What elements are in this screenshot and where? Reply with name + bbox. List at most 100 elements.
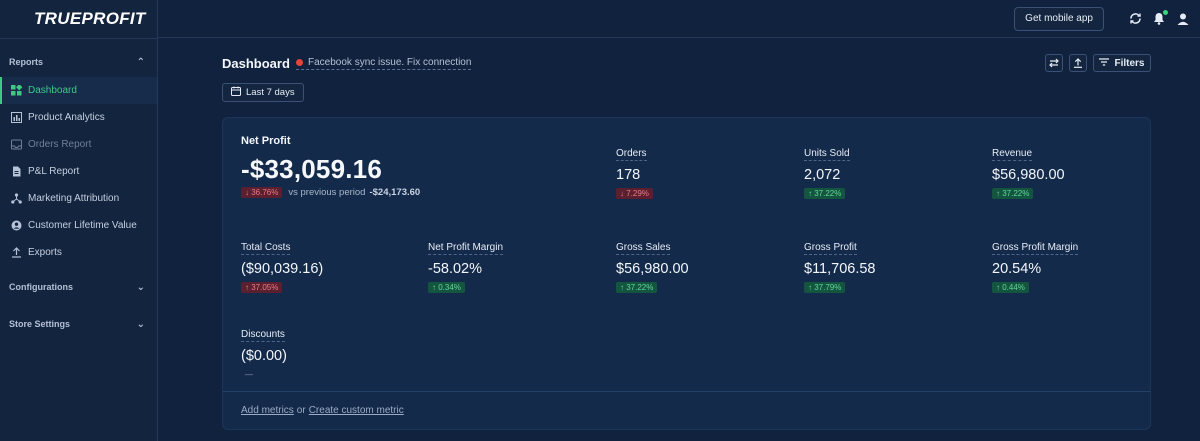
chevron-up-icon: ⌃ bbox=[136, 56, 145, 68]
calendar-icon bbox=[231, 86, 241, 99]
metric-discounts[interactable]: Discounts ($0.00) — bbox=[241, 324, 287, 382]
sidebar-item-label: Dashboard bbox=[28, 85, 77, 96]
metric-total-costs[interactable]: Total Costs ($90,039.16) ↑ 37.05% bbox=[241, 237, 323, 295]
metric-value: 178 bbox=[616, 167, 641, 183]
card-footer: Add metrics or Create custom metric bbox=[223, 391, 1150, 429]
sidebar-item-label: Exports bbox=[28, 247, 62, 258]
filters-button[interactable]: Filters bbox=[1093, 54, 1151, 72]
sidebar-item-label: P&L Report bbox=[28, 166, 80, 177]
sidebar-item-orders-report[interactable]: Orders Report bbox=[0, 131, 157, 158]
compare-text: vs previous period bbox=[288, 187, 366, 198]
change-badge: ↑ 37.22% bbox=[804, 188, 846, 199]
metric-label: Discounts bbox=[241, 329, 285, 342]
metric-value: $11,706.58 bbox=[804, 261, 876, 277]
swap-arrows-icon bbox=[1049, 58, 1059, 68]
bar-chart-icon bbox=[10, 112, 22, 124]
sidebar-item-label: Customer Lifetime Value bbox=[28, 220, 137, 231]
net-profit-comparison: ↓ 36.76% vs previous period -$24,173.60 bbox=[241, 187, 420, 198]
sidebar-item-label: Orders Report bbox=[28, 139, 92, 150]
sidebar-item-dashboard[interactable]: Dashboard bbox=[0, 77, 157, 104]
sidebar-item-customer-lifetime-value[interactable]: Customer Lifetime Value bbox=[0, 212, 157, 239]
previous-value: -$24,173.60 bbox=[369, 187, 421, 198]
sidebar-item-pl-report[interactable]: P&L Report bbox=[0, 158, 157, 185]
bell-icon[interactable] bbox=[1152, 9, 1168, 26]
inbox-icon bbox=[10, 139, 22, 151]
create-custom-metric-link[interactable]: Create custom metric bbox=[308, 405, 404, 416]
sidebar-item-exports[interactable]: Exports bbox=[0, 239, 157, 266]
metric-orders[interactable]: Orders 178 ↓ 7.29% bbox=[616, 143, 653, 201]
get-mobile-app-button[interactable]: Get mobile app bbox=[1014, 6, 1104, 31]
user-circle-icon bbox=[10, 220, 22, 232]
compare-button[interactable] bbox=[1045, 54, 1063, 72]
date-range-label: Last 7 days bbox=[246, 87, 295, 98]
change-badge: ↓ 36.76% bbox=[241, 187, 283, 198]
date-range-button[interactable]: Last 7 days bbox=[222, 83, 304, 102]
upload-icon bbox=[10, 247, 22, 259]
change-badge: — bbox=[245, 370, 253, 379]
upload-icon bbox=[1074, 58, 1082, 68]
trueprofit-logo[interactable]: TRUEPROFIT bbox=[0, 0, 157, 38]
sidebar-divider bbox=[0, 38, 157, 39]
facebook-sync-warning-link[interactable]: Facebook sync issue. Fix connection bbox=[296, 57, 472, 70]
sidebar: TRUEPROFIT Reports ⌃ Dashboard Product A… bbox=[0, 0, 158, 441]
filter-icon bbox=[1099, 57, 1110, 69]
notification-dot bbox=[1163, 9, 1168, 15]
metric-value: ($90,039.16) bbox=[241, 261, 324, 277]
metric-net-profit[interactable]: Net Profit -$33,059.16 ↓ 36.76% vs previ… bbox=[241, 135, 420, 198]
add-metrics-link[interactable]: Add metrics bbox=[241, 405, 294, 416]
warning-icon bbox=[296, 59, 303, 66]
metric-revenue[interactable]: Revenue $56,980.00 ↑ 37.22% bbox=[992, 143, 1065, 201]
metric-label: Net Profit Margin bbox=[428, 242, 504, 255]
dashboard-icon bbox=[10, 85, 22, 97]
change-badge: ↑ 37.22% bbox=[992, 188, 1034, 199]
metrics-card: Net Profit -$33,059.16 ↓ 36.76% vs previ… bbox=[222, 117, 1151, 430]
sidebar-item-product-analytics[interactable]: Product Analytics bbox=[0, 104, 157, 131]
metric-label: Gross Profit Margin bbox=[992, 242, 1079, 255]
sidebar-section-reports[interactable]: Reports ⌃ bbox=[0, 51, 157, 73]
topbar: Get mobile app bbox=[158, 0, 1200, 38]
metric-value: $56,980.00 bbox=[992, 167, 1065, 183]
network-icon bbox=[10, 193, 22, 205]
metric-gross-profit[interactable]: Gross Profit $11,706.58 ↑ 37.79% bbox=[804, 237, 876, 295]
change-badge: ↑ 37.79% bbox=[804, 282, 846, 293]
metric-label: Total Costs bbox=[241, 242, 291, 255]
sync-icon[interactable] bbox=[1128, 12, 1142, 26]
metric-label: Units Sold bbox=[804, 148, 850, 161]
metric-value: -58.02% bbox=[428, 261, 483, 277]
metric-units-sold[interactable]: Units Sold 2,072 ↑ 37.22% bbox=[804, 143, 850, 201]
sidebar-item-label: Marketing Attribution bbox=[28, 193, 120, 204]
document-icon bbox=[10, 166, 22, 178]
or-text: or bbox=[296, 405, 306, 416]
change-badge: ↑ 37.22% bbox=[616, 282, 658, 293]
section-title: Store Settings bbox=[9, 319, 71, 329]
page-title: Dashboard bbox=[222, 56, 290, 71]
sidebar-item-label: Product Analytics bbox=[28, 112, 105, 123]
warning-text: Facebook sync issue. Fix connection bbox=[308, 57, 472, 68]
metric-label: Gross Sales bbox=[616, 242, 671, 255]
logo-text: TRUEPROFIT bbox=[34, 9, 146, 28]
change-badge: ↑ 0.34% bbox=[428, 282, 465, 293]
metric-value: 2,072 bbox=[804, 167, 841, 183]
filters-label: Filters bbox=[1114, 57, 1145, 69]
user-icon[interactable] bbox=[1176, 12, 1190, 26]
chevron-down-icon: ⌄ bbox=[136, 318, 145, 330]
metric-net-profit-margin[interactable]: Net Profit Margin -58.02% ↑ 0.34% bbox=[428, 237, 504, 295]
metric-label: Orders bbox=[616, 148, 647, 161]
change-badge: ↑ 37.05% bbox=[241, 282, 283, 293]
section-title: Reports bbox=[9, 57, 44, 67]
chevron-down-icon: ⌄ bbox=[136, 281, 145, 293]
metric-gross-sales[interactable]: Gross Sales $56,980.00 ↑ 37.22% bbox=[616, 237, 689, 295]
metric-value: ($0.00) bbox=[241, 348, 287, 364]
section-title: Configurations bbox=[9, 282, 73, 292]
sidebar-section-store-settings[interactable]: Store Settings ⌄ bbox=[0, 313, 157, 335]
change-badge: ↑ 0.44% bbox=[992, 282, 1029, 293]
sidebar-section-configurations[interactable]: Configurations ⌄ bbox=[0, 276, 157, 298]
export-button[interactable] bbox=[1069, 54, 1087, 72]
metric-value: 20.54% bbox=[992, 261, 1042, 277]
sidebar-item-marketing-attribution[interactable]: Marketing Attribution bbox=[0, 185, 157, 212]
metric-label: Net Profit bbox=[241, 135, 291, 147]
metric-gross-profit-margin[interactable]: Gross Profit Margin 20.54% ↑ 0.44% bbox=[992, 237, 1079, 295]
metric-value: $56,980.00 bbox=[616, 261, 689, 277]
change-badge: ↓ 7.29% bbox=[616, 188, 653, 199]
metric-value: -$33,059.16 bbox=[241, 154, 382, 184]
